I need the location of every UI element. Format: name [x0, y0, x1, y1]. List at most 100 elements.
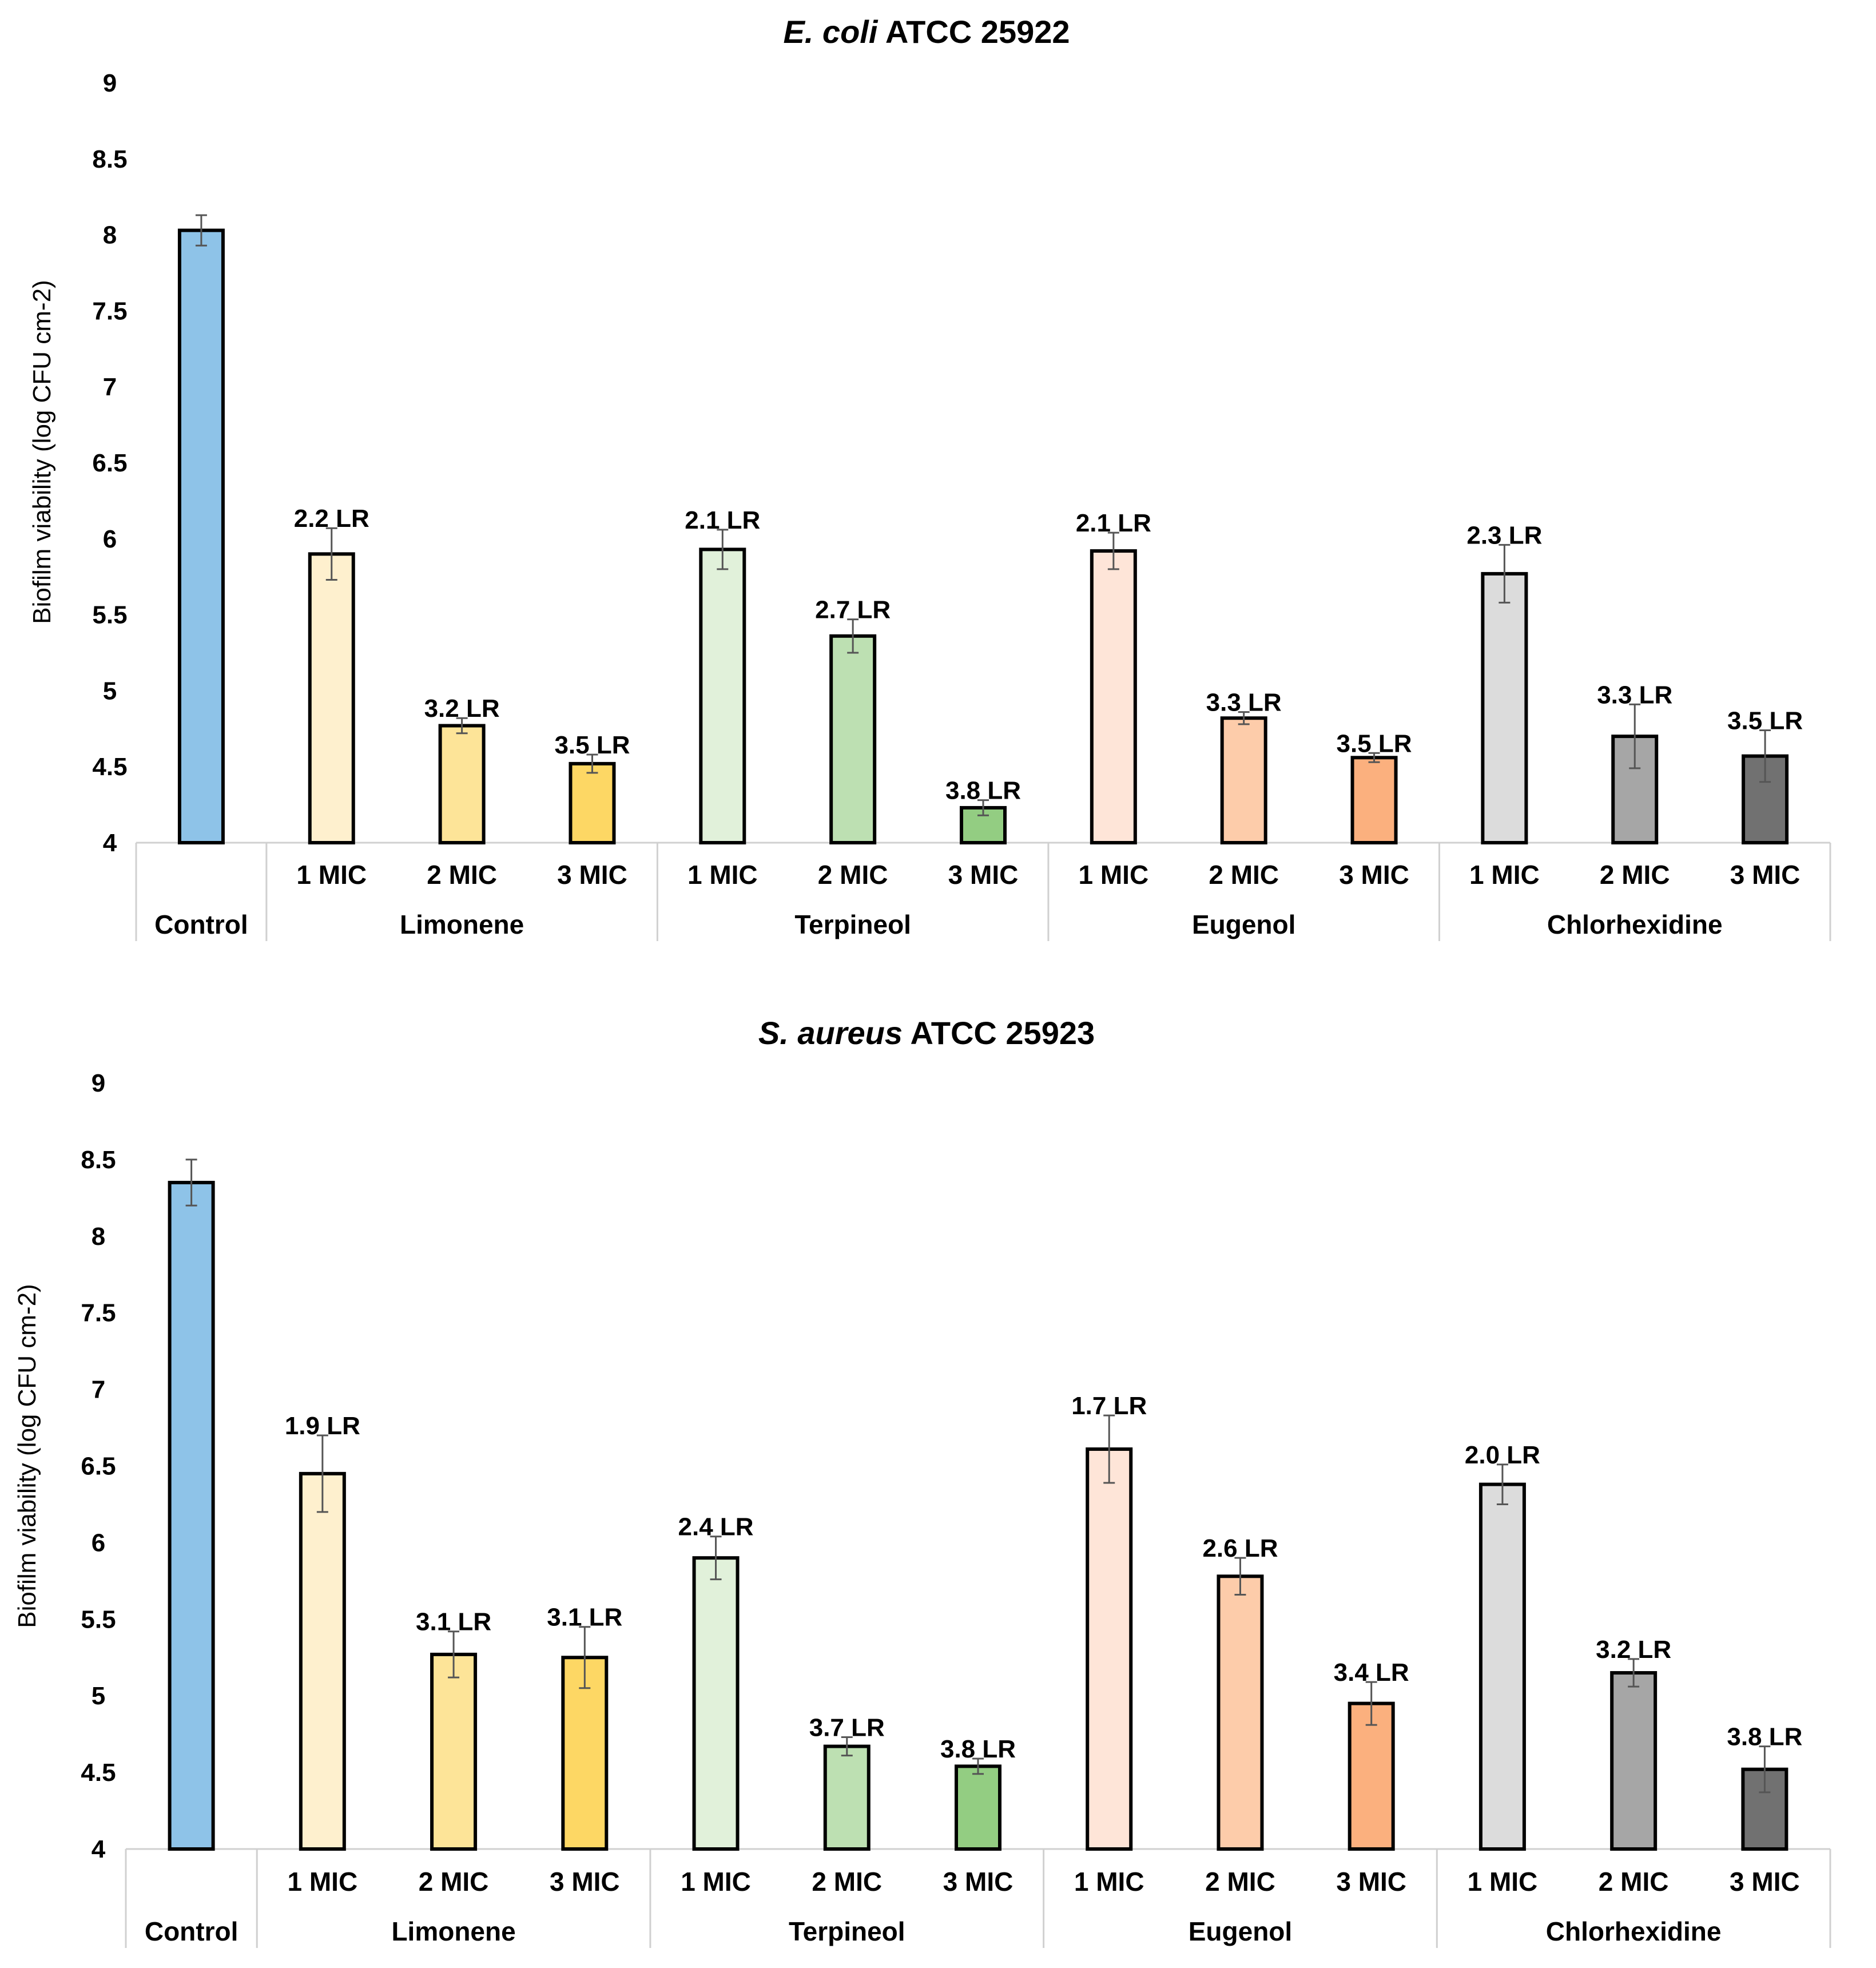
data-label: 3.5 LR	[1727, 707, 1803, 735]
data-label: 2.0 LR	[1465, 1441, 1540, 1469]
y-tick-label: 6	[103, 525, 117, 553]
bar	[1350, 756, 1398, 845]
y-axis-label: Biofilm viability (log CFU cm-2)	[13, 1284, 41, 1628]
x-tick-label: 3 MIC	[948, 860, 1019, 890]
data-label: 3.5 LR	[554, 731, 630, 759]
x-tick-label: 2 MIC	[1600, 860, 1670, 890]
group-label: Terpineol	[789, 1917, 905, 1946]
y-tick-label: 4	[92, 1835, 106, 1863]
chart-saureus: S. aureus ATCC 25923 Biofilm viability (…	[13, 1015, 1831, 1948]
x-tick-label: 2 MIC	[419, 1867, 489, 1896]
bar	[1086, 1447, 1133, 1851]
x-tick-label: 2 MIC	[812, 1867, 882, 1896]
data-label: 3.1 LR	[416, 1608, 491, 1636]
x-tick-label: 3 MIC	[557, 860, 627, 890]
x-tick-label: 3 MIC	[1336, 1867, 1406, 1896]
bar	[955, 1764, 1001, 1851]
x-tick-label: 1 MIC	[687, 860, 758, 890]
x-tick-label: 2 MIC	[427, 860, 497, 890]
bar	[1217, 1574, 1264, 1851]
bar	[438, 724, 486, 845]
chart-title-rest: ATCC 25923	[903, 1015, 1095, 1051]
group-label: Terpineol	[794, 910, 911, 939]
group-label: Limonene	[391, 1917, 515, 1946]
x-tick-label: 1 MIC	[1469, 860, 1540, 890]
y-tick-label: 7	[92, 1376, 105, 1404]
y-tick-label: 7.5	[92, 297, 127, 325]
x-tick-label: 1 MIC	[296, 860, 367, 890]
y-tick-label: 6.5	[92, 449, 127, 477]
x-tick-label: 1 MIC	[1079, 860, 1149, 890]
chart-title-rest: ATCC 25922	[877, 14, 1070, 50]
data-label: 1.9 LR	[285, 1412, 360, 1440]
bar	[1348, 1701, 1395, 1851]
x-tick-label: 3 MIC	[550, 1867, 620, 1896]
data-label: 2.6 LR	[1202, 1534, 1278, 1562]
x-tick-label: 3 MIC	[1730, 860, 1801, 890]
x-tick-label: 3 MIC	[943, 1867, 1013, 1896]
y-tick-label: 4.5	[81, 1759, 116, 1787]
group-label: Eugenol	[1192, 910, 1295, 939]
bar	[299, 1471, 346, 1851]
group-label: Eugenol	[1189, 1917, 1292, 1946]
chart-title-italic: S. aureus	[758, 1015, 903, 1051]
y-tick-label: 6	[92, 1529, 105, 1557]
bar	[699, 547, 746, 844]
data-label: 2.3 LR	[1466, 521, 1542, 549]
bar	[1610, 1671, 1658, 1851]
data-label: 2.1 LR	[685, 506, 760, 534]
chart-title-italic: E. coli	[783, 14, 878, 50]
bar	[692, 1556, 740, 1851]
data-label: 3.7 LR	[809, 1714, 885, 1742]
y-tick-label: 4.5	[92, 753, 127, 781]
y-tick-label: 7	[103, 373, 117, 401]
bar	[1481, 572, 1528, 844]
data-label: 2.2 LR	[294, 505, 369, 533]
y-tick-label: 8	[92, 1223, 105, 1251]
data-label: 3.1 LR	[547, 1604, 622, 1632]
x-tick-label: 2 MIC	[1205, 1867, 1275, 1896]
x-tick-label: 2 MIC	[1209, 860, 1279, 890]
x-tick-label: 1 MIC	[681, 1867, 751, 1896]
data-label: 3.8 LR	[945, 777, 1021, 805]
group-label: Limonene	[400, 910, 524, 939]
y-tick-label: 5.5	[92, 601, 127, 629]
data-label: 2.4 LR	[678, 1513, 754, 1541]
bar	[1478, 1482, 1526, 1851]
x-tick-label: 2 MIC	[818, 860, 888, 890]
x-tick-label: 1 MIC	[1468, 1867, 1538, 1896]
y-tick-label: 8	[103, 221, 117, 249]
x-tick-label: 2 MIC	[1599, 1867, 1669, 1896]
bar	[569, 761, 616, 844]
chart-ecoli: E. coli ATCC 25922 Biofilm viability (lo…	[28, 14, 1831, 941]
y-tick-label: 5.5	[81, 1605, 116, 1633]
bar	[561, 1656, 609, 1851]
chart-title: S. aureus ATCC 25923	[758, 1015, 1095, 1051]
data-label: 3.8 LR	[940, 1735, 1016, 1763]
y-tick-label: 7.5	[81, 1299, 116, 1327]
bar	[168, 1181, 215, 1851]
x-tick-label: 3 MIC	[1339, 860, 1409, 890]
data-label: 2.1 LR	[1076, 509, 1151, 537]
x-tick-label: 1 MIC	[288, 1867, 358, 1896]
y-tick-label: 5	[92, 1682, 105, 1710]
y-tick-label: 4	[103, 829, 117, 857]
y-tick-label: 9	[92, 1069, 105, 1097]
chart-title: E. coli ATCC 25922	[783, 14, 1070, 50]
y-tick-label: 8.5	[81, 1146, 116, 1174]
y-tick-label: 5	[103, 677, 117, 705]
data-label: 3.5 LR	[1337, 729, 1412, 757]
y-tick-label: 6.5	[81, 1453, 116, 1481]
bar	[430, 1652, 478, 1851]
data-label: 2.7 LR	[815, 596, 891, 624]
bar	[1220, 716, 1267, 845]
data-label: 3.3 LR	[1597, 681, 1672, 709]
y-axis-label: Biofilm viability (log CFU cm-2)	[28, 280, 56, 624]
y-tick-label: 8.5	[92, 145, 127, 173]
data-label: 3.3 LR	[1206, 689, 1282, 717]
x-tick-label: 3 MIC	[1730, 1867, 1800, 1896]
data-label: 1.7 LR	[1071, 1392, 1147, 1420]
y-tick-label: 9	[103, 69, 117, 97]
data-label: 3.4 LR	[1334, 1658, 1409, 1687]
